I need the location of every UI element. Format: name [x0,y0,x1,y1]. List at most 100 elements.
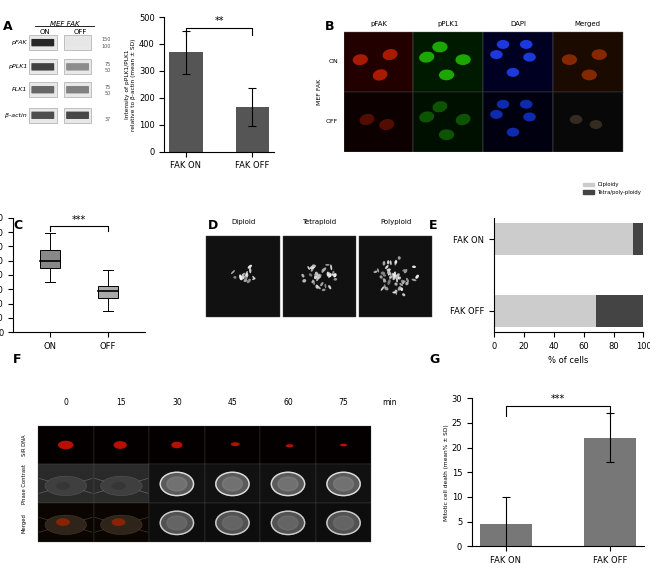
FancyBboxPatch shape [66,39,89,46]
Bar [29,59,57,74]
Polygon shape [271,472,305,496]
Ellipse shape [570,115,582,124]
Ellipse shape [340,444,347,446]
Text: E: E [429,219,437,232]
Y-axis label: Intensity of pPLK1/PLK1
relative to β-actin (mean ± SD): Intensity of pPLK1/PLK1 relative to β-ac… [125,38,136,131]
Ellipse shape [582,69,597,80]
Text: A: A [3,20,13,33]
Text: SiR DNA: SiR DNA [21,434,27,456]
Ellipse shape [507,127,519,137]
Ellipse shape [383,274,386,277]
Bar [64,83,92,97]
Ellipse shape [393,291,396,294]
Ellipse shape [56,482,70,490]
Ellipse shape [389,275,392,278]
Text: 75: 75 [339,398,348,407]
Ellipse shape [387,269,390,274]
Ellipse shape [398,286,401,291]
Polygon shape [278,477,298,491]
Ellipse shape [562,54,577,65]
Ellipse shape [310,266,315,269]
Ellipse shape [311,265,316,268]
Ellipse shape [415,275,419,279]
Text: 45: 45 [227,398,237,407]
Ellipse shape [231,270,235,274]
Ellipse shape [406,282,409,285]
Polygon shape [167,477,187,491]
Ellipse shape [332,274,335,276]
Ellipse shape [247,279,251,283]
Bar [480,524,532,546]
Bar [38,504,94,542]
Text: Polyploid: Polyploid [380,219,411,225]
Text: D: D [208,219,218,232]
Ellipse shape [240,276,243,279]
Ellipse shape [396,274,399,279]
Ellipse shape [384,284,386,288]
Ellipse shape [396,279,398,282]
Ellipse shape [398,277,401,279]
Text: 37: 37 [105,117,111,122]
Bar [38,426,94,464]
Ellipse shape [359,114,374,125]
Ellipse shape [248,265,252,269]
Bar [149,464,205,504]
Bar [38,464,94,504]
Ellipse shape [302,274,304,278]
Ellipse shape [590,120,602,129]
Ellipse shape [322,267,326,271]
Bar [595,295,644,327]
Polygon shape [216,511,249,534]
Text: min: min [382,398,397,407]
Ellipse shape [56,518,70,526]
Text: 100: 100 [102,44,111,49]
Ellipse shape [114,441,127,449]
Ellipse shape [242,273,245,276]
Ellipse shape [390,260,392,265]
Bar [29,83,57,97]
Ellipse shape [383,49,398,60]
Ellipse shape [387,271,391,275]
Y-axis label: Mitotic cell death (mean% ± SD): Mitotic cell death (mean% ± SD) [444,424,448,521]
Ellipse shape [402,269,406,272]
Ellipse shape [246,273,248,277]
Bar [260,426,316,464]
FancyBboxPatch shape [31,112,54,119]
Text: ON: ON [40,29,50,35]
Text: **: ** [214,16,224,26]
Text: Tetraploid: Tetraploid [302,219,337,225]
Text: OFF: OFF [326,119,338,124]
Text: Diploid: Diploid [231,219,255,225]
Ellipse shape [389,276,393,279]
Bar [260,464,316,504]
Ellipse shape [402,281,406,284]
Ellipse shape [244,277,248,281]
Ellipse shape [314,273,318,277]
Ellipse shape [399,283,403,286]
Ellipse shape [406,278,409,282]
Ellipse shape [307,266,310,270]
FancyBboxPatch shape [66,63,89,71]
Ellipse shape [392,273,395,279]
X-axis label: % of cells: % of cells [549,356,589,365]
Text: pPLK1: pPLK1 [8,64,27,69]
Bar [29,35,57,50]
Text: C: C [13,219,22,232]
Ellipse shape [393,275,396,280]
Ellipse shape [327,271,329,277]
Text: Merged: Merged [575,21,601,27]
Ellipse shape [397,274,400,277]
Bar [29,108,57,123]
Ellipse shape [239,274,242,281]
Ellipse shape [172,442,183,448]
Bar [94,426,149,464]
Text: 30: 30 [172,398,182,407]
Ellipse shape [286,444,294,447]
Ellipse shape [402,293,405,296]
Legend: Diploidy, Tetra/poly-ploidy: Diploidy, Tetra/poly-ploidy [581,180,644,197]
Ellipse shape [404,269,408,273]
Bar [40,250,60,268]
Ellipse shape [395,259,396,266]
Ellipse shape [456,114,471,125]
Bar [493,295,595,327]
